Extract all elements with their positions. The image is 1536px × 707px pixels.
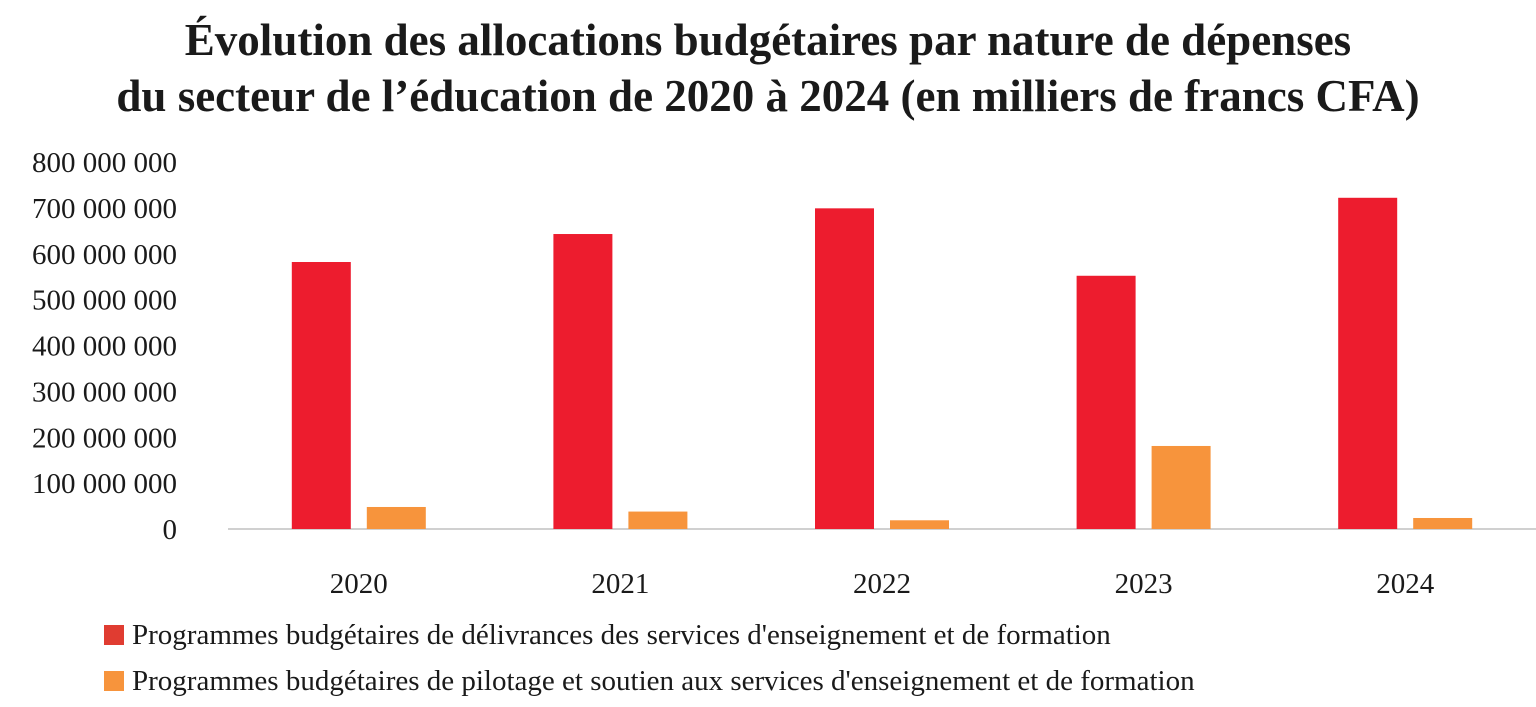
bar-delivery-2020: [291, 262, 351, 529]
y-tick-label: 700 000 000: [32, 193, 177, 225]
legend-item-delivery: Programmes budgétaires de délivrances de…: [104, 612, 1195, 658]
y-tick-label: 800 000 000: [32, 147, 177, 179]
bar-support-2024: [1413, 517, 1473, 529]
y-tick-label: 100 000 000: [32, 468, 177, 500]
x-tick-label: 2020: [330, 568, 388, 600]
y-tick-label: 0: [163, 514, 178, 546]
y-tick-label: 300 000 000: [32, 376, 177, 408]
bar-delivery-2023: [1076, 275, 1136, 529]
legend-swatch-delivery: [104, 625, 124, 645]
x-tick-label: 2024: [1376, 568, 1435, 600]
legend-label-delivery: Programmes budgétaires de délivrances de…: [132, 619, 1111, 651]
x-tick-label: 2021: [591, 568, 649, 600]
chart-title-line-2: du secteur de l’éducation de 2020 à 2024…: [116, 71, 1420, 121]
y-tick-label: 200 000 000: [32, 422, 177, 454]
y-tick-label: 500 000 000: [32, 285, 177, 317]
y-tick-label: 600 000 000: [32, 239, 177, 271]
legend-label-support: Programmes budgétaires de pilotage et so…: [132, 665, 1195, 697]
bar-support-2022: [890, 520, 949, 529]
chart-legend: Programmes budgétaires de délivrances de…: [104, 612, 1195, 704]
x-tick-label: 2023: [1115, 568, 1173, 600]
bar-delivery-2022: [815, 208, 874, 530]
chart-title-line-1: Évolution des allocations budgétaires pa…: [184, 15, 1352, 65]
legend-item-support: Programmes budgétaires de pilotage et so…: [104, 658, 1195, 704]
bar-delivery-2024: [1338, 197, 1398, 529]
bar-delivery-2021: [553, 234, 613, 529]
y-tick-label: 400 000 000: [32, 331, 177, 363]
bar-support-2021: [628, 511, 688, 529]
bar-support-2023: [1151, 445, 1211, 529]
legend-swatch-support: [104, 671, 124, 691]
bar-support-2020: [366, 506, 426, 529]
x-tick-label: 2022: [853, 568, 911, 600]
chart-title: Évolution des allocations budgétaires pa…: [0, 12, 1536, 124]
